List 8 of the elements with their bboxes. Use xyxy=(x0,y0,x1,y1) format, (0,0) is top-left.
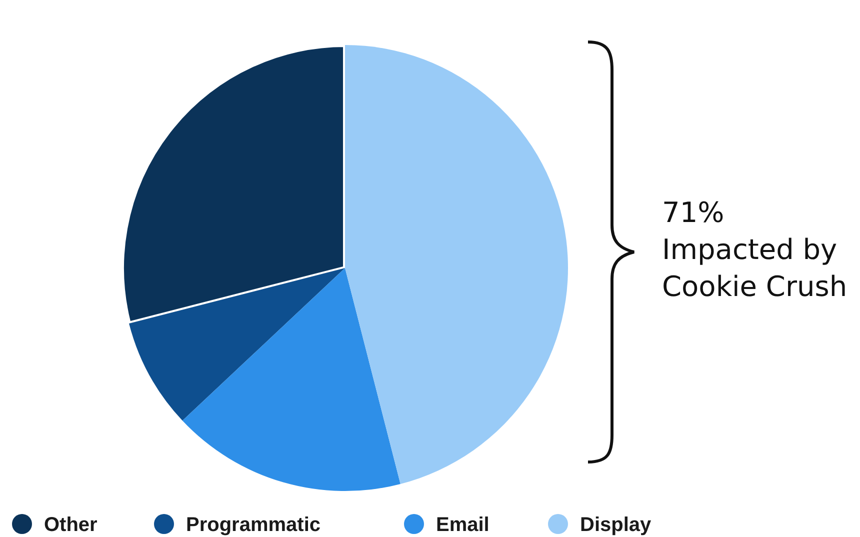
pie-slice xyxy=(345,45,568,484)
legend-label: Display xyxy=(580,514,652,536)
legend-label: Other xyxy=(44,514,98,536)
pie-slice xyxy=(182,268,400,491)
legend-label: Email xyxy=(436,514,490,536)
legend-label: Programmatic xyxy=(186,514,320,536)
text: 71% Impacted by Cookie Crush xyxy=(662,196,848,303)
pie-slice xyxy=(129,268,345,421)
